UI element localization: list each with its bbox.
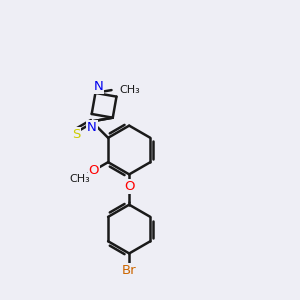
Text: Br: Br <box>122 264 136 277</box>
Text: N: N <box>87 122 97 134</box>
Text: O: O <box>89 164 99 177</box>
Text: CH₃: CH₃ <box>119 85 140 95</box>
Text: O: O <box>124 180 134 194</box>
Text: S: S <box>72 128 80 141</box>
Text: CH₃: CH₃ <box>69 173 90 184</box>
Text: N: N <box>94 80 103 93</box>
